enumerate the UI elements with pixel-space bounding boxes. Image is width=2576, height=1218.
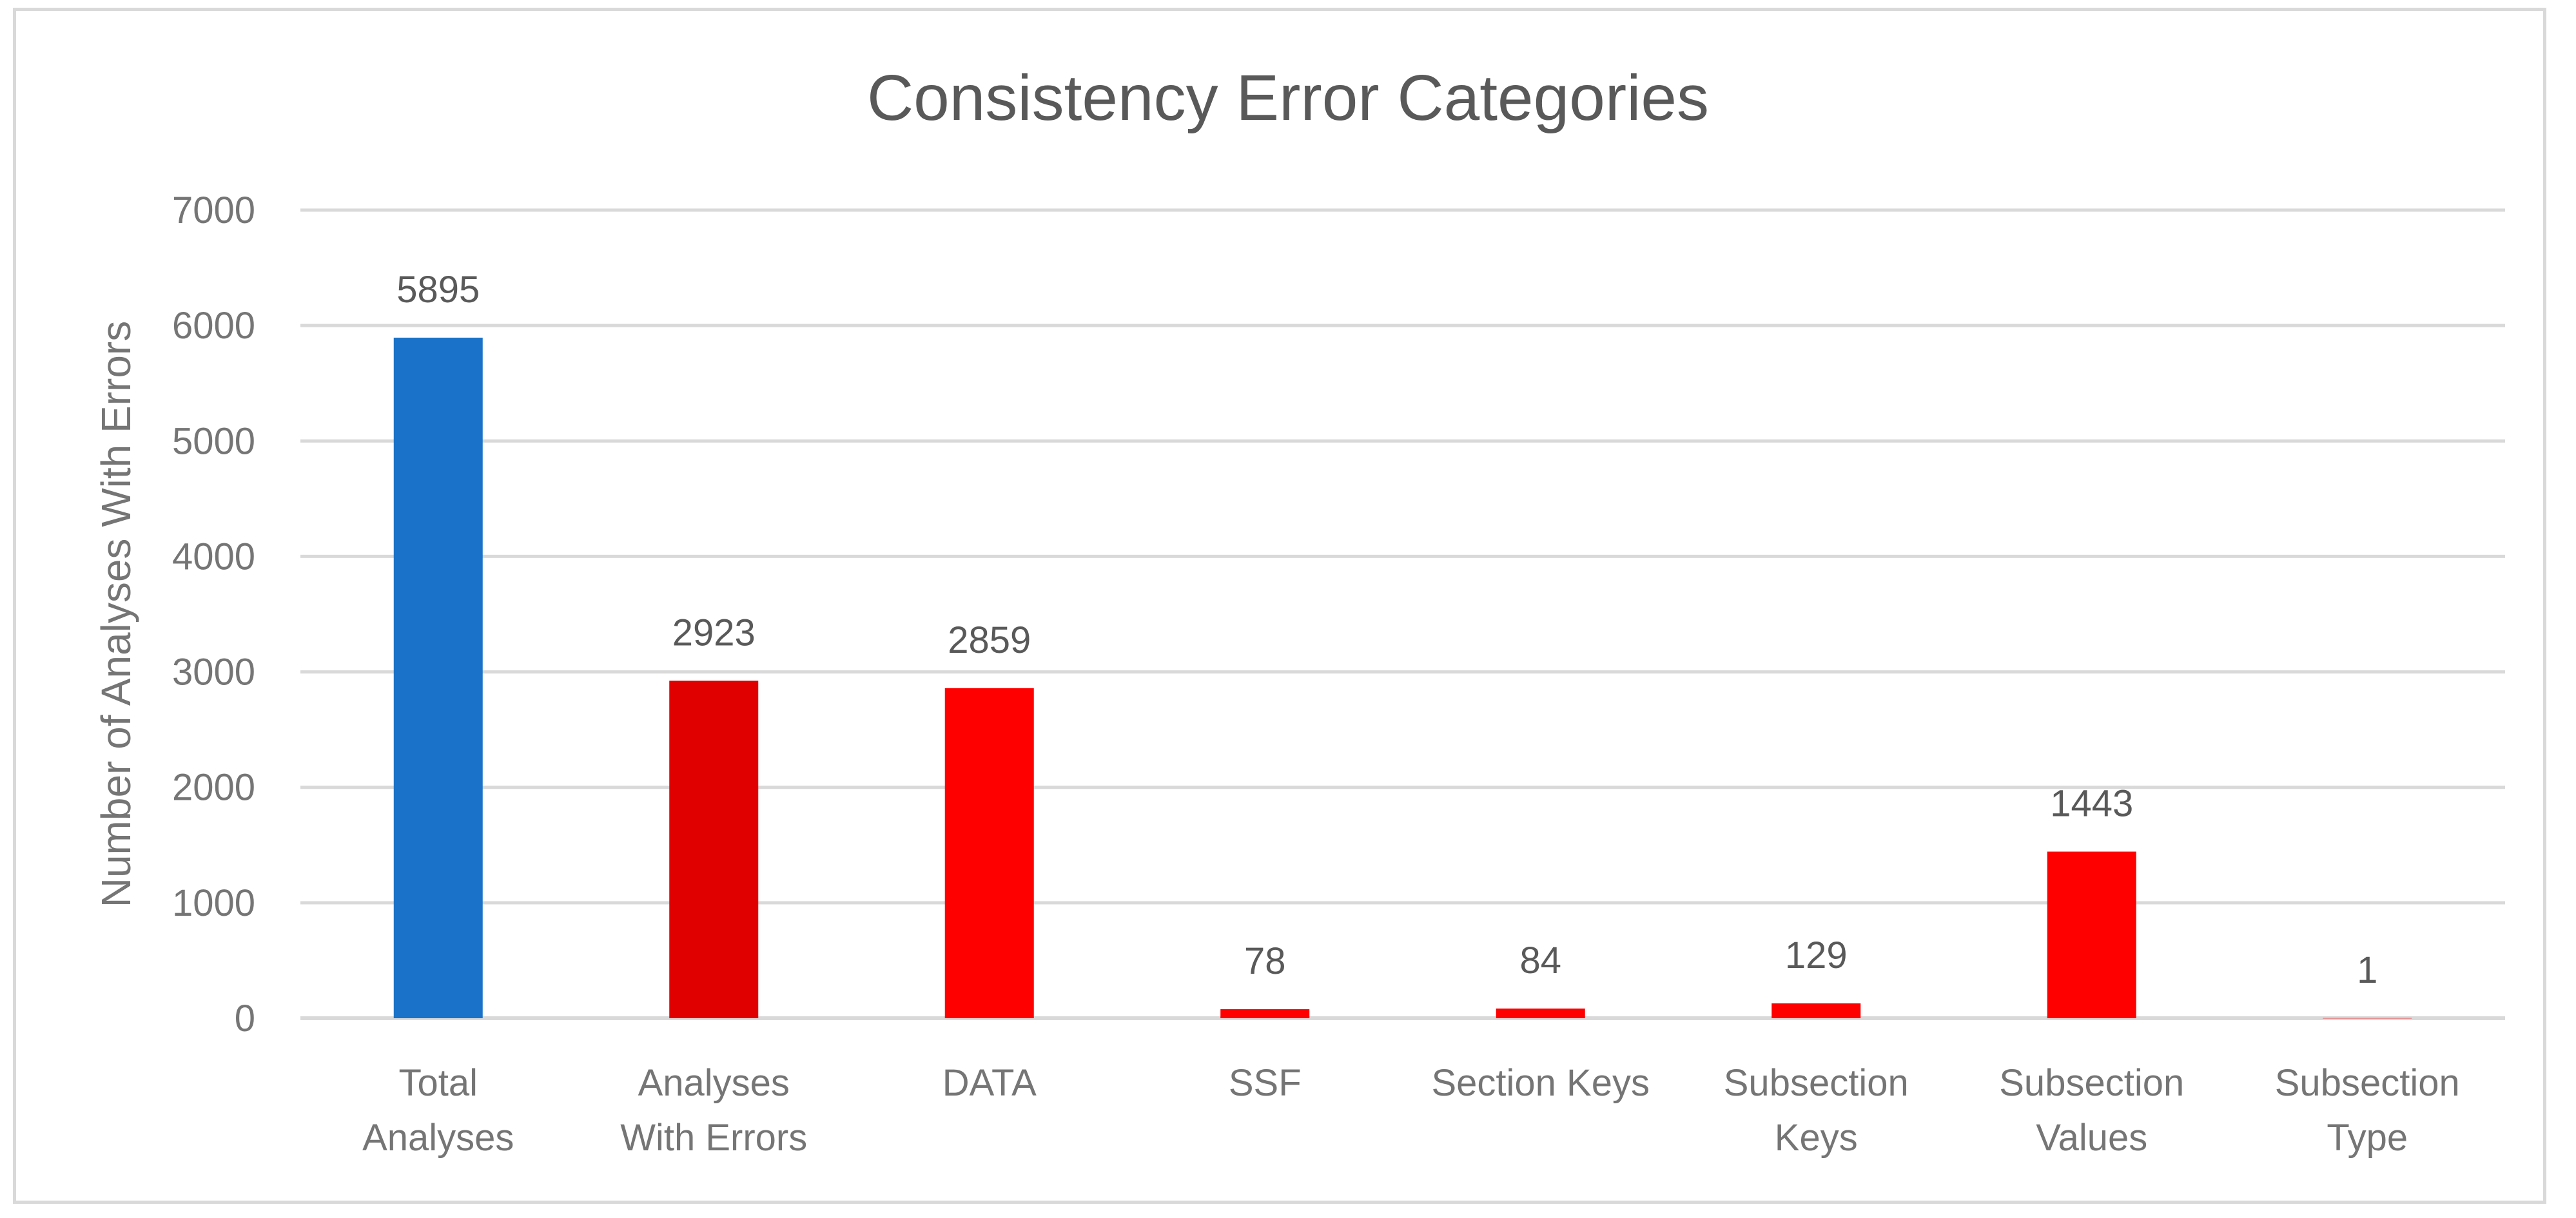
x-tick-label: Values <box>2036 1117 2147 1159</box>
data-label: 78 <box>1244 940 1286 982</box>
y-tick-label: 1000 <box>172 882 255 924</box>
x-tick-label: SSF <box>1229 1062 1302 1104</box>
bar <box>1771 1003 1861 1018</box>
data-label: 1 <box>2357 949 2377 991</box>
bar <box>1220 1009 1310 1018</box>
x-tick-label: Total <box>398 1062 478 1104</box>
bar <box>944 688 1034 1018</box>
x-tick-label: Subsection <box>2275 1062 2460 1104</box>
chart-title: Consistency Error Categories <box>866 62 1710 134</box>
bar <box>2047 851 2136 1018</box>
data-label: 84 <box>1519 940 1561 981</box>
x-tick-label: Type <box>2327 1117 2408 1159</box>
data-label: 2859 <box>948 619 1031 661</box>
x-tick-label: Keys <box>1775 1117 1858 1159</box>
x-tick-label: DATA <box>942 1062 1037 1104</box>
y-tick-label: 4000 <box>172 536 255 577</box>
x-tick-label: Section Keys <box>1431 1062 1650 1104</box>
x-tick-label: Analyses <box>362 1117 514 1159</box>
data-label: 129 <box>1785 934 1848 976</box>
y-tick-label: 3000 <box>172 652 255 693</box>
x-tick-label: Analyses <box>638 1062 790 1104</box>
bar <box>393 337 483 1018</box>
y-tick-label: 5000 <box>172 420 255 462</box>
data-label: 2923 <box>672 612 756 653</box>
x-tick-label: With Errors <box>620 1117 807 1159</box>
y-tick-label: 2000 <box>172 767 255 809</box>
y-tick-label: 6000 <box>172 305 255 347</box>
y-tick-label: 0 <box>235 998 255 1039</box>
x-tick-label: Subsection <box>1999 1062 2184 1104</box>
data-label: 1443 <box>2050 782 2133 824</box>
bar <box>1496 1008 1585 1018</box>
y-tick-label: 7000 <box>172 189 255 231</box>
chart-frame <box>13 8 2546 1204</box>
data-label: 5895 <box>396 269 480 311</box>
x-tick-label: Subsection <box>1724 1062 1909 1104</box>
bar <box>2323 1018 2412 1019</box>
bar <box>669 681 759 1018</box>
